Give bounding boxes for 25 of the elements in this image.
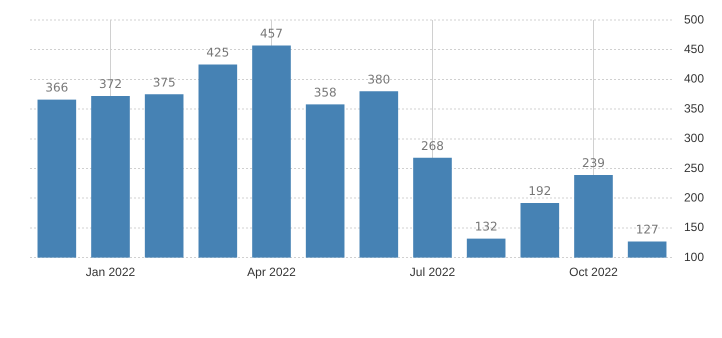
y-tick-label: 450 (684, 42, 704, 56)
data-label: 268 (421, 138, 444, 153)
x-tick-label: Jul 2022 (410, 265, 456, 280)
y-tick-label: 500 (684, 12, 704, 26)
data-label: 425 (206, 46, 230, 60)
data-label: 192 (528, 184, 552, 198)
data-label: 380 (367, 72, 390, 86)
data-label: 375 (152, 75, 176, 90)
y-tick-label: 250 (684, 160, 704, 175)
x-tick-label: Oct 2022 (569, 265, 618, 280)
y-tick-label: 350 (684, 101, 704, 116)
y-tick-label: 400 (684, 72, 704, 86)
data-label: 132 (474, 220, 498, 234)
data-label: 127 (636, 222, 659, 237)
data-label: 358 (314, 85, 337, 100)
x-tick-label: Jan 2022 (86, 265, 136, 280)
data-label: 366 (45, 80, 68, 95)
data-label: 457 (260, 26, 283, 41)
x-tick-label: Apr 2022 (247, 265, 296, 280)
y-tick-label: 100 (684, 250, 704, 264)
y-tick-label: 200 (684, 190, 704, 205)
data-label: 372 (99, 77, 122, 92)
y-tick-label: 150 (684, 220, 704, 234)
y-tick-label: 300 (684, 131, 704, 146)
data-label: 239 (582, 156, 605, 170)
